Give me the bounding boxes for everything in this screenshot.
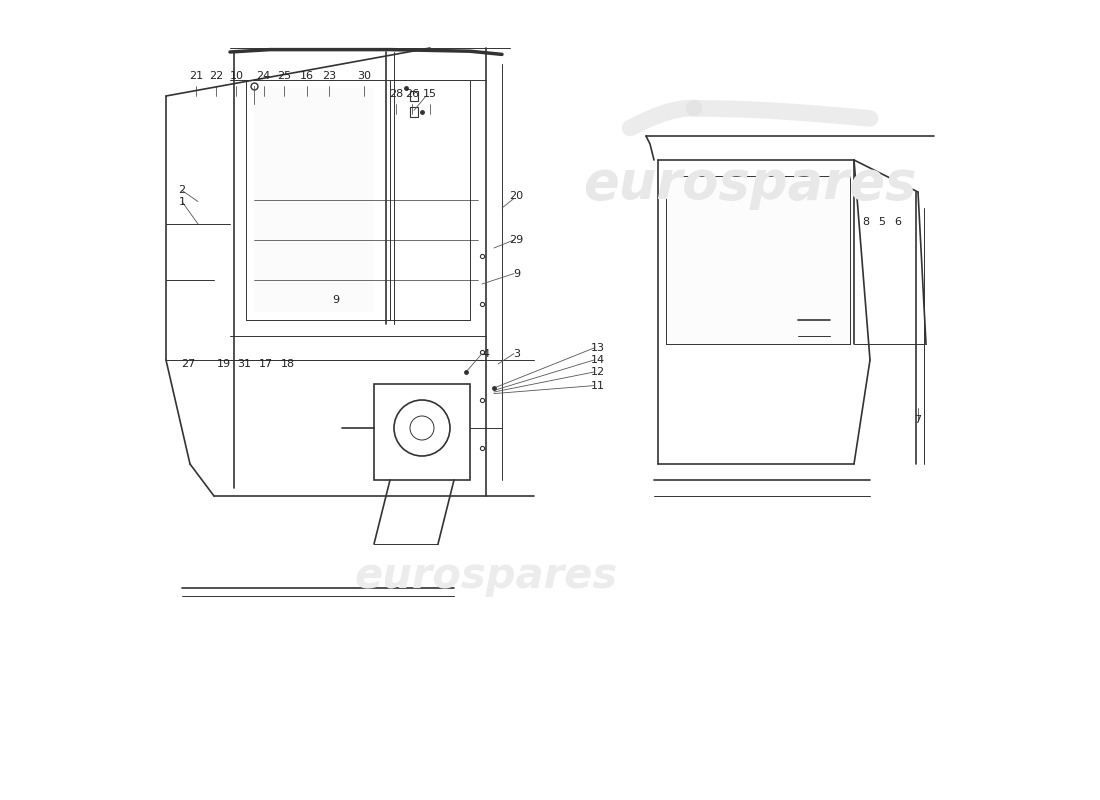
Text: 30: 30 [358,71,372,81]
Text: 2: 2 [178,186,186,195]
Text: 23: 23 [322,71,337,81]
Text: 19: 19 [217,359,231,369]
Text: 24: 24 [256,71,271,81]
Bar [374,384,470,480]
Text: 12: 12 [591,367,605,377]
Text: 1: 1 [178,197,186,206]
Text: 31: 31 [238,359,252,369]
Polygon shape [254,88,374,312]
Text: 3: 3 [513,349,520,358]
Text: 27: 27 [182,359,196,369]
Text: 14: 14 [591,355,605,365]
Text: 17: 17 [258,359,273,369]
Text: 6: 6 [894,218,902,227]
Text: 26: 26 [405,90,419,99]
Text: 11: 11 [591,381,605,390]
Polygon shape [666,176,850,344]
Text: 10: 10 [230,71,243,81]
Text: 28: 28 [389,90,404,99]
Text: eurospares: eurospares [583,158,916,210]
Bar [410,107,418,117]
Text: 5: 5 [879,218,886,227]
Text: 8: 8 [862,218,870,227]
Text: 25: 25 [277,71,292,81]
Bar [410,91,418,101]
Text: 9: 9 [513,269,520,278]
Text: 20: 20 [509,191,524,201]
Text: 16: 16 [300,71,313,81]
Text: 15: 15 [424,90,437,99]
Text: 13: 13 [591,343,605,353]
Text: 29: 29 [509,235,524,245]
Text: 7: 7 [914,415,922,425]
Text: 22: 22 [209,71,223,81]
Text: 18: 18 [280,359,295,369]
Text: 9: 9 [332,295,339,305]
Text: eurospares: eurospares [354,555,617,597]
Text: 21: 21 [189,71,204,81]
Text: 4: 4 [483,349,490,358]
